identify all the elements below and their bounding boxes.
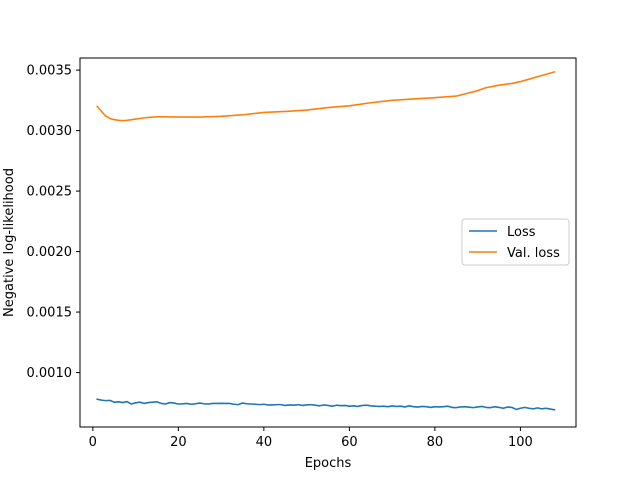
- y-tick-label: 0.0035: [27, 64, 73, 79]
- series-line-val-loss: [96, 71, 556, 122]
- x-tick-label: 20: [170, 435, 187, 450]
- x-tick-label: 40: [256, 435, 273, 450]
- legend-label-val-loss: Val. loss: [507, 246, 560, 261]
- legend-label-loss: Loss: [507, 225, 536, 240]
- y-axis-ticks: 0.0010 0.0015 0.0020 0.0025 0.0030 0.0035: [27, 64, 80, 381]
- x-axis-label: Epochs: [305, 456, 352, 471]
- y-tick-label: 0.0010: [27, 366, 73, 381]
- series-lines: [96, 71, 556, 411]
- y-tick-label: 0.0015: [27, 306, 73, 321]
- x-tick-label: 80: [427, 435, 444, 450]
- legend: Loss Val. loss: [461, 218, 570, 266]
- x-tick-label: 100: [508, 435, 533, 450]
- plot-frame: [79, 57, 577, 428]
- series-line-loss: [96, 398, 556, 411]
- y-tick-label: 0.0020: [27, 245, 73, 260]
- x-tick-label: 0: [89, 435, 97, 450]
- y-tick-label: 0.0025: [27, 185, 73, 200]
- y-axis-label: Negative log-likelihood: [2, 168, 17, 317]
- x-tick-label: 60: [341, 435, 358, 450]
- y-tick-label: 0.0030: [27, 124, 73, 139]
- x-axis-ticks: 0 20 40 60 80 100: [89, 427, 533, 450]
